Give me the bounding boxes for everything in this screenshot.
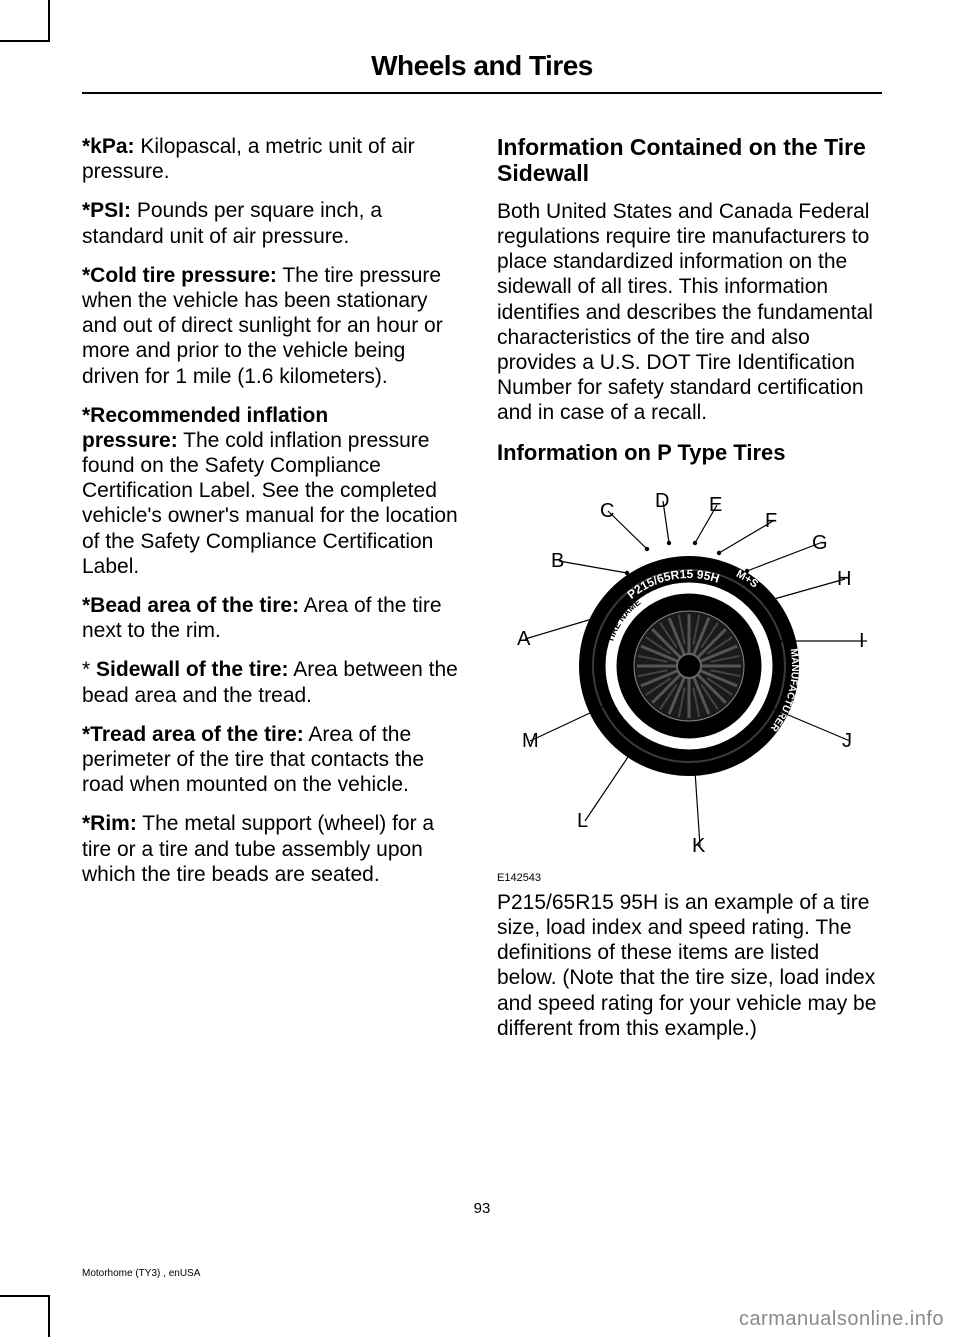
- def-sidewall-star: *: [82, 658, 90, 681]
- def-bead: *Bead area of the tire: Area of the tire…: [82, 593, 467, 643]
- footer-right: carmanualsonline.info: [739, 1308, 944, 1331]
- footer-left: Motorhome (TY3) , enUSA: [82, 1268, 200, 1279]
- def-psi: *PSI: Pounds per square inch, a standard…: [82, 198, 467, 248]
- svg-text:A: A: [517, 628, 531, 650]
- def-kpa-label: *kPa:: [82, 135, 135, 158]
- svg-text:J: J: [842, 730, 852, 752]
- def-rim: *Rim: The metal support (wheel) for a ti…: [82, 811, 467, 887]
- heading-sidewall-info: Information Contained on the Tire Sidewa…: [497, 134, 882, 187]
- svg-text:H: H: [837, 568, 851, 590]
- svg-text:G: G: [812, 532, 828, 554]
- def-psi-label: *PSI:: [82, 199, 131, 222]
- page-title: Wheels and Tires: [82, 50, 882, 94]
- crop-mark-bottom: [0, 1295, 50, 1337]
- def-tread-label: *Tread area of the tire:: [82, 723, 304, 746]
- def-tread: *Tread area of the tire: Area of the per…: [82, 722, 467, 798]
- def-rec: *Recommended inflationpressure: The cold…: [82, 403, 467, 579]
- def-rec-label1: *Recommended inflation: [82, 404, 328, 427]
- svg-text:L: L: [577, 810, 588, 832]
- def-sidewall-label: Sidewall of the tire:: [90, 658, 288, 681]
- tire-svg: P215/65R15 95HTIRE NAMEMANUFACTURERM+SAB…: [497, 481, 882, 861]
- figure-id: E142543: [497, 872, 882, 884]
- def-cold: *Cold tire pressure: The tire pressure w…: [82, 263, 467, 389]
- tire-diagram: P215/65R15 95HTIRE NAMEMANUFACTURERM+SAB…: [497, 481, 882, 866]
- svg-text:B: B: [551, 550, 564, 572]
- svg-text:K: K: [692, 835, 706, 857]
- page-content: Wheels and Tires *kPa: Kilopascal, a met…: [82, 50, 882, 1055]
- def-kpa: *kPa: Kilopascal, a metric unit of air p…: [82, 134, 467, 184]
- heading-p-type: Information on P Type Tires: [497, 440, 882, 465]
- crop-mark-top: [0, 0, 50, 42]
- svg-text:E: E: [709, 494, 722, 516]
- def-cold-label: *Cold tire pressure:: [82, 264, 277, 287]
- para-example: P215/65R15 95H is an example of a tire s…: [497, 890, 882, 1041]
- def-sidewall: * Sidewall of the tire: Area between the…: [82, 657, 467, 707]
- page-number: 93: [82, 1200, 882, 1217]
- two-column-layout: *kPa: Kilopascal, a metric unit of air p…: [82, 134, 882, 1055]
- svg-text:D: D: [655, 490, 669, 512]
- def-rec-label2: pressure:: [82, 429, 178, 452]
- left-column: *kPa: Kilopascal, a metric unit of air p…: [82, 134, 467, 1055]
- def-rim-label: *Rim:: [82, 812, 137, 835]
- para-regulations: Both United States and Canada Federal re…: [497, 199, 882, 426]
- right-column: Information Contained on the Tire Sidewa…: [497, 134, 882, 1055]
- def-bead-label: *Bead area of the tire:: [82, 594, 299, 617]
- svg-text:I: I: [859, 630, 865, 652]
- svg-text:F: F: [765, 510, 777, 532]
- svg-text:M: M: [522, 730, 539, 752]
- svg-text:C: C: [600, 500, 614, 522]
